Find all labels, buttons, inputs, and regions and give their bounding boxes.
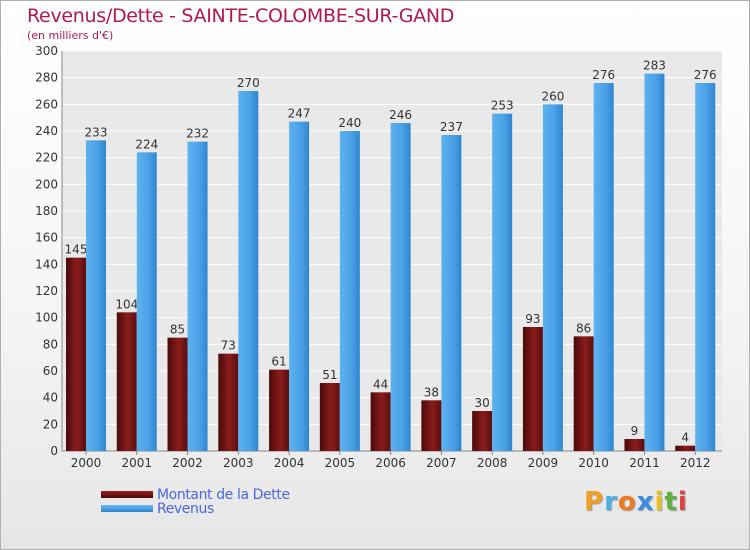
x-tick-label: 2005 [325, 456, 356, 470]
bar-dette-2012 [675, 445, 696, 451]
logo-letter: i [677, 487, 688, 517]
bar-dette-2006 [370, 392, 391, 451]
x-tick-label: 2009 [528, 456, 559, 470]
y-tick-label: 120 [35, 284, 58, 298]
y-tick-label: 140 [35, 257, 58, 271]
bar-revenus-2005 [339, 131, 360, 451]
x-tick-label: 2012 [680, 456, 711, 470]
bar-dette-2011 [624, 439, 645, 451]
x-tick-label: 2002 [172, 456, 203, 470]
bar-revenus-2007 [441, 135, 462, 451]
legend-swatch-revenus [101, 505, 153, 512]
bar-revenus-2011 [644, 73, 665, 452]
data-label-dette-2003: 73 [221, 339, 236, 353]
y-tick-label: 160 [35, 231, 58, 245]
data-label-revenus-2005: 240 [338, 116, 361, 130]
y-tick-label: 220 [35, 151, 58, 165]
x-tick-label: 2001 [121, 456, 152, 470]
data-label-revenus-2012: 276 [694, 68, 717, 82]
data-label-dette-2012: 4 [681, 431, 689, 445]
bar-dette-2010 [573, 336, 594, 451]
x-tick-label: 2003 [223, 456, 254, 470]
data-label-dette-2007: 38 [424, 385, 439, 399]
y-tick-label: 300 [35, 44, 58, 58]
data-label-revenus-2008: 253 [491, 99, 514, 113]
data-label-revenus-2002: 232 [186, 127, 209, 141]
data-label-dette-2010: 86 [576, 321, 591, 335]
data-label-dette-2006: 44 [373, 377, 388, 391]
y-tick-label: 40 [43, 391, 58, 405]
data-label-dette-2009: 93 [525, 312, 540, 326]
legend-label-dette: Montant de la Dette [157, 487, 290, 503]
chart-subtitle: (en milliers d'€) [27, 29, 114, 42]
logo-letter: x [636, 487, 655, 517]
logo-letter: t [664, 487, 678, 517]
legend-swatch-dette [101, 491, 153, 498]
data-label-revenus-2006: 246 [389, 108, 412, 122]
logo-letter: i [654, 487, 665, 517]
x-tick-label: 2007 [426, 456, 457, 470]
chart-title: Revenus/Dette - SAINTE-COLOMBE-SUR-GAND [27, 5, 455, 27]
data-label-dette-2001: 104 [115, 297, 138, 311]
bar-dette-2008 [472, 411, 493, 451]
data-label-dette-2005: 51 [322, 368, 337, 382]
bar-dette-2002 [167, 337, 188, 451]
y-tick-label: 180 [35, 204, 58, 218]
proxiti-logo: Proxiti [584, 487, 688, 517]
data-label-revenus-2011: 283 [643, 59, 666, 73]
data-label-dette-2008: 30 [475, 396, 490, 410]
data-label-dette-2004: 61 [271, 355, 286, 369]
x-tick-label: 2006 [375, 456, 406, 470]
bar-revenus-2010 [593, 83, 614, 451]
x-tick-label: 2000 [71, 456, 102, 470]
y-tick-label: 20 [43, 417, 58, 431]
bar-revenus-2003 [238, 91, 259, 451]
y-tick-label: 100 [35, 311, 58, 325]
bar-dette-2009 [522, 327, 543, 451]
y-tick-label: 60 [43, 364, 58, 378]
bar-revenus-2000 [86, 140, 106, 452]
bar-revenus-2012 [695, 83, 716, 451]
legend-label-revenus: Revenus [157, 501, 214, 517]
bar-revenus-2001 [136, 152, 157, 452]
y-tick-label: 280 [35, 71, 58, 85]
bar-dette-2000 [66, 257, 86, 451]
bar-revenus-2002 [187, 141, 208, 451]
bar-revenus-2008 [492, 113, 513, 452]
data-label-revenus-2009: 260 [541, 89, 564, 103]
logo-letter: r [604, 487, 618, 517]
data-label-revenus-2003: 270 [237, 76, 260, 90]
data-label-dette-2011: 9 [631, 424, 639, 438]
y-tick-label: 260 [35, 97, 58, 111]
data-label-revenus-2010: 276 [592, 68, 615, 82]
data-label-dette-2002: 85 [170, 323, 185, 337]
data-label-revenus-2007: 237 [440, 120, 463, 134]
y-tick-label: 0 [50, 444, 58, 458]
bar-dette-2005 [319, 383, 340, 451]
y-tick-label: 200 [35, 177, 58, 191]
data-label-revenus-2000: 233 [85, 125, 108, 139]
x-tick-label: 2010 [578, 456, 609, 470]
bar-dette-2004 [269, 369, 290, 451]
bar-revenus-2009 [542, 104, 563, 451]
logo-letter: P [584, 487, 605, 517]
data-label-revenus-2001: 224 [135, 137, 158, 151]
bar-dette-2007 [421, 400, 442, 451]
bar-dette-2001 [116, 312, 137, 451]
data-label-dette-2000: 145 [65, 243, 88, 257]
y-tick-label: 80 [43, 337, 58, 351]
x-tick-label: 2011 [629, 456, 660, 470]
bar-dette-2003 [218, 353, 239, 451]
logo-letter: o [617, 487, 637, 517]
y-tick-label: 240 [35, 124, 58, 138]
bar-revenus-2004 [289, 121, 310, 452]
data-label-revenus-2004: 247 [288, 107, 311, 121]
x-tick-label: 2008 [477, 456, 508, 470]
x-tick-label: 2004 [274, 456, 305, 470]
bar-revenus-2006 [390, 123, 411, 451]
